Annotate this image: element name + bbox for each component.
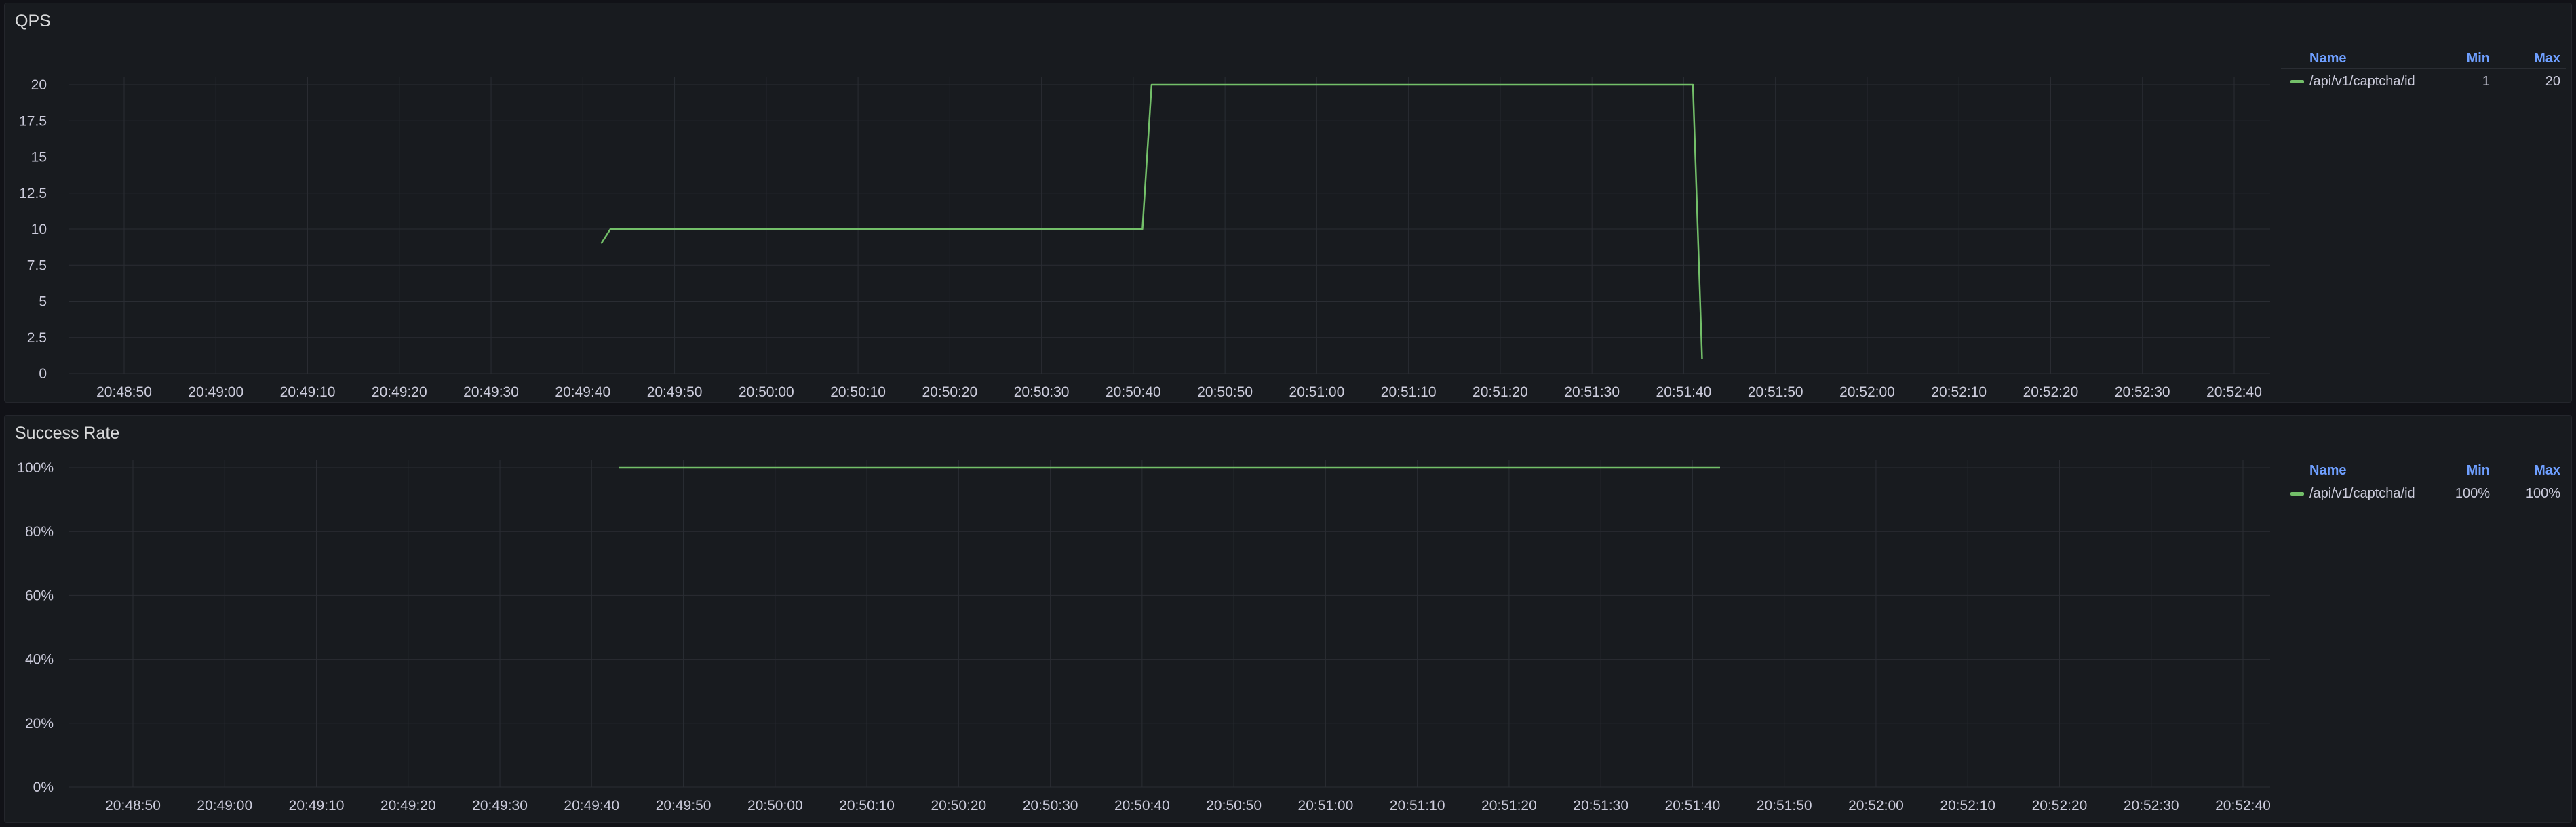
x-tick-label: 20:51:30: [1564, 384, 1620, 400]
x-tick-label: 20:50:40: [1114, 798, 1170, 813]
series-color-swatch[interactable]: [2290, 492, 2304, 496]
x-tick-label: 20:50:10: [839, 798, 895, 813]
legend-row[interactable]: /api/v1/captcha/id 100% 100%: [2281, 481, 2566, 506]
x-tick-label: 20:51:20: [1472, 384, 1528, 400]
legend-header: Name Min Max: [2281, 460, 2566, 481]
legend-row[interactable]: /api/v1/captcha/id 1 20: [2281, 68, 2566, 94]
panel-title[interactable]: QPS: [15, 12, 51, 31]
legend-col-name[interactable]: Name: [2309, 51, 2347, 66]
x-tick-label: 20:52:00: [1839, 384, 1895, 400]
x-tick-label: 20:50:00: [739, 384, 794, 400]
x-tick-label: 20:52:20: [2032, 798, 2088, 813]
x-tick-label: 20:50:20: [922, 384, 977, 400]
x-tick-label: 20:48:50: [96, 384, 152, 400]
y-tick-label: 20: [31, 77, 47, 93]
x-tick-label: 20:52:40: [2206, 384, 2262, 400]
x-tick-label: 20:50:50: [1206, 798, 1262, 813]
series-line[interactable]: [600, 83, 1703, 359]
x-tick-label: 20:50:30: [1023, 798, 1078, 813]
x-tick-label: 20:49:40: [555, 384, 610, 400]
x-tick-label: 20:49:50: [647, 384, 703, 400]
legend-col-name[interactable]: Name: [2309, 463, 2347, 478]
x-tick-label: 20:52:20: [2023, 384, 2079, 400]
x-tick-label: 20:52:10: [1931, 384, 1987, 400]
y-tick-label: 17.5: [19, 113, 47, 129]
x-tick-label: 20:49:30: [472, 798, 528, 813]
legend-header: Name Min Max: [2281, 48, 2566, 68]
legend-col-max[interactable]: Max: [2534, 51, 2560, 66]
x-tick-label: 20:51:50: [1757, 798, 1812, 813]
y-tick-label: 0: [39, 366, 47, 382]
x-tick-label: 20:51:50: [1748, 384, 1803, 400]
x-tick-label: 20:49:10: [280, 384, 336, 400]
legend-col-max[interactable]: Max: [2534, 463, 2560, 478]
x-tick-label: 20:52:30: [2115, 384, 2170, 400]
y-tick-label: 40%: [25, 652, 54, 668]
legend-series-name: /api/v1/captcha/id: [2309, 486, 2415, 501]
x-tick-label: 20:51:00: [1289, 384, 1345, 400]
success-rate-panel[interactable]: Success Rate 0% 20% 40% 60% 80% 100% 20:48:50 2…: [4, 415, 2572, 823]
y-tick-label: 2.5: [27, 330, 47, 346]
x-tick-label: 20:51:10: [1381, 384, 1437, 400]
y-tick-label: 12.5: [19, 186, 47, 201]
x-tick-label: 20:50:10: [830, 384, 886, 400]
x-tick-label: 20:51:10: [1390, 798, 1445, 813]
x-tick-label: 20:49:00: [197, 798, 252, 813]
x-tick-label: 20:52:40: [2215, 798, 2270, 813]
x-tick-label: 20:50:00: [747, 798, 803, 813]
qps-chart[interactable]: 0 2.5 5 7.5 10 12.5 15 17.5 20 20:48:50 20:49:00 20…: [5, 3, 2270, 403]
x-tick-label: 20:52:10: [1940, 798, 1995, 813]
x-tick-label: 20:50:40: [1106, 384, 1161, 400]
x-tick-label: 20:49:20: [372, 384, 427, 400]
qps-panel[interactable]: QPS 0 2.5 5 7.5 10 12.5 15 17.5 20 20:48:50 20:49:…: [4, 3, 2572, 403]
y-tick-label: 10: [31, 222, 47, 237]
x-tick-label: 20:49:40: [564, 798, 619, 813]
x-tick-label: 20:51:40: [1656, 384, 1712, 400]
y-tick-label: 5: [39, 294, 47, 310]
x-tick-label: 20:50:50: [1197, 384, 1253, 400]
y-tick-label: 60%: [25, 588, 54, 603]
x-tick-label: 20:49:20: [380, 798, 436, 813]
y-tick-label: 15: [31, 150, 47, 165]
qps-legend: Name Min Max /api/v1/captcha/id 1 20: [2281, 48, 2566, 94]
x-tick-label: 20:50:30: [1014, 384, 1070, 400]
y-tick-label: 20%: [25, 716, 54, 731]
x-tick-label: 20:49:00: [188, 384, 243, 400]
panel-title[interactable]: Success Rate: [15, 424, 120, 443]
x-tick-label: 20:51:20: [1481, 798, 1537, 813]
x-tick-label: 20:49:30: [463, 384, 519, 400]
y-tick-label: 7.5: [27, 258, 47, 273]
legend-col-min[interactable]: Min: [2466, 463, 2490, 478]
y-tick-label: 100%: [17, 460, 54, 476]
legend-series-max: 20: [2545, 74, 2560, 89]
y-tick-label: 0%: [33, 780, 54, 795]
x-tick-label: 20:51:40: [1665, 798, 1721, 813]
success-rate-chart[interactable]: 0% 20% 40% 60% 80% 100% 20:48:50 20:49:00 20:49:…: [5, 416, 2270, 824]
y-tick-label: 80%: [25, 524, 54, 540]
legend-series-max: 100%: [2525, 486, 2560, 501]
x-tick-label: 20:49:10: [289, 798, 345, 813]
legend-col-min[interactable]: Min: [2466, 51, 2490, 66]
legend-series-name: /api/v1/captcha/id: [2309, 74, 2415, 89]
legend-series-min: 1: [2482, 74, 2490, 89]
x-tick-label: 20:52:30: [2124, 798, 2179, 813]
x-tick-label: 20:51:00: [1298, 798, 1354, 813]
x-tick-label: 20:48:50: [105, 798, 161, 813]
x-tick-label: 20:50:20: [931, 798, 986, 813]
x-tick-label: 20:51:30: [1573, 798, 1628, 813]
series-color-swatch[interactable]: [2290, 80, 2304, 83]
success-rate-legend: Name Min Max /api/v1/captcha/id 100% 100…: [2281, 460, 2566, 506]
x-tick-label: 20:49:50: [656, 798, 711, 813]
x-tick-label: 20:52:00: [1848, 798, 1904, 813]
legend-series-min: 100%: [2455, 486, 2490, 501]
